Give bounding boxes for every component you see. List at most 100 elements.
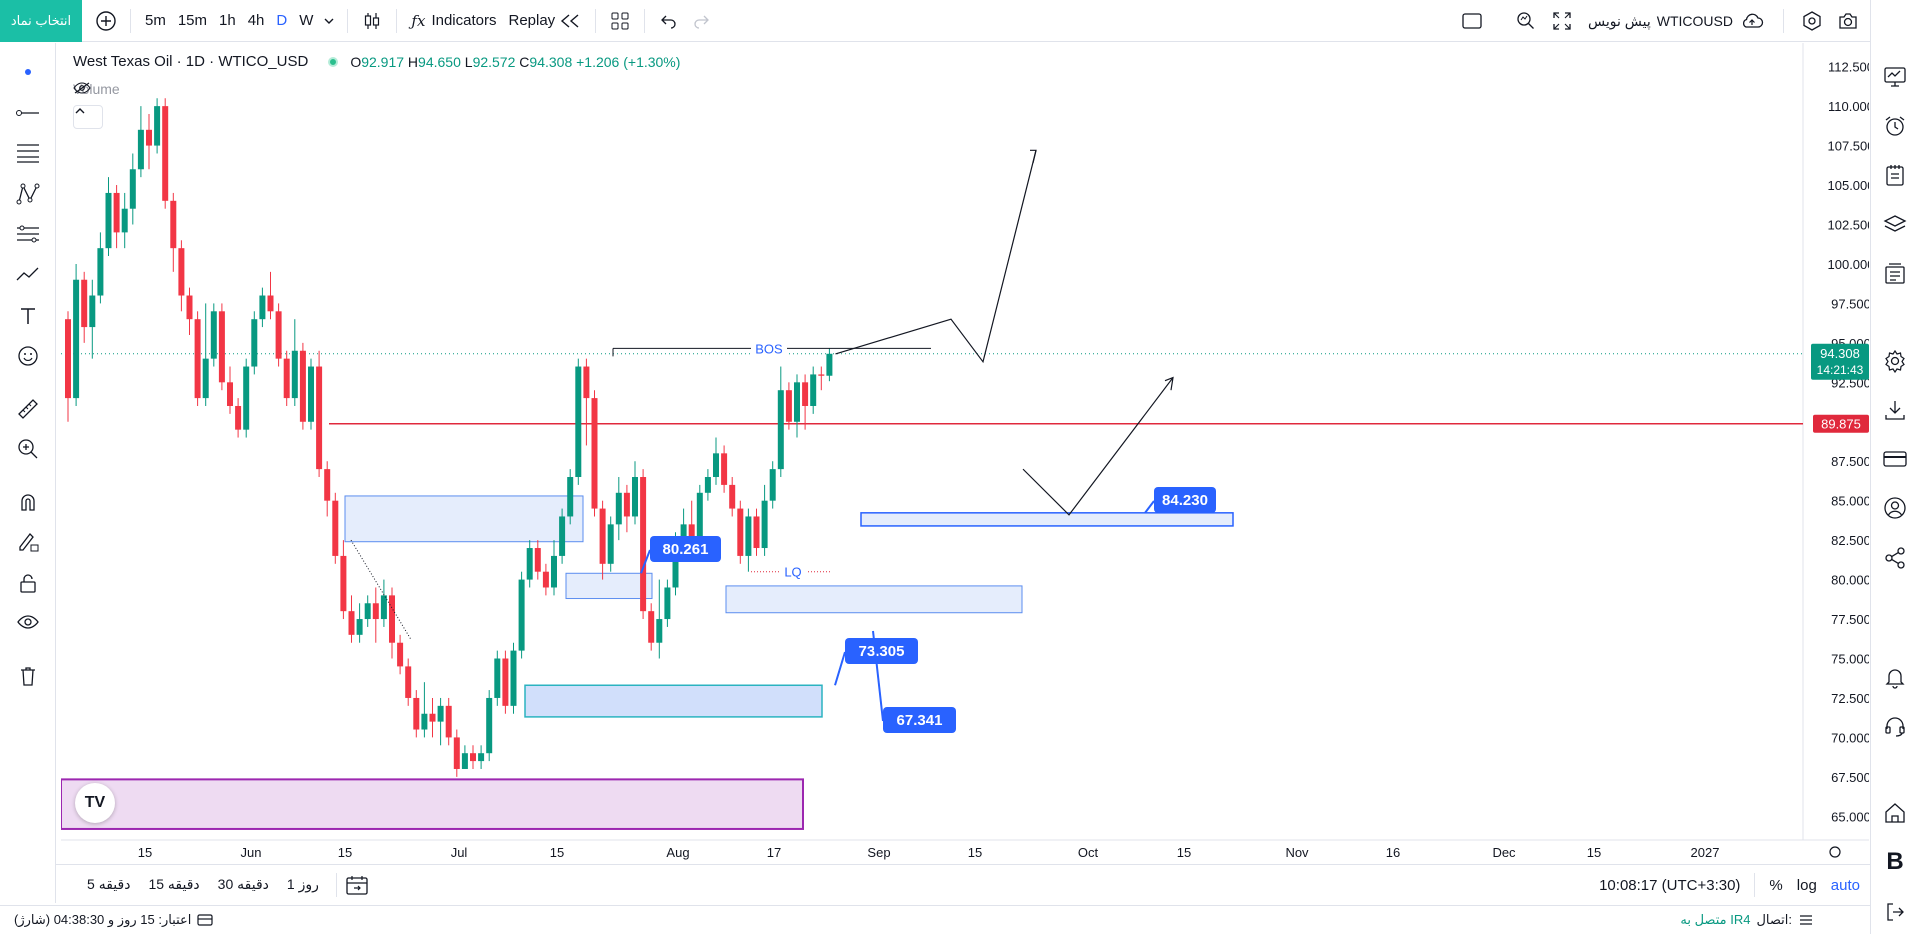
divider: [1754, 873, 1756, 897]
replay-button[interactable]: Replay: [502, 5, 587, 37]
card-icon[interactable]: [1879, 443, 1911, 475]
zoom-in-icon[interactable]: [12, 433, 44, 465]
chart-canvas[interactable]: 112.500 110.000 107.500 105.000 102.500 100.0…: [61, 43, 1869, 863]
indicators-button[interactable]: ƒx Indicators: [405, 5, 502, 37]
pattern-icon[interactable]: [12, 178, 44, 210]
replay-icon: [561, 13, 579, 28]
date-range-icon[interactable]: [345, 874, 369, 896]
range-5-min[interactable]: 5 دقیقه: [87, 876, 131, 892]
chevron-down-icon[interactable]: [319, 5, 339, 37]
forecast-icon[interactable]: [12, 259, 44, 291]
candle-body: [810, 374, 817, 406]
clock[interactable]: 10:08:17 (UTC+3:30): [1599, 876, 1741, 894]
layouts-icon[interactable]: [604, 5, 636, 37]
time-tick-label: 17: [767, 845, 781, 860]
wallet-icon[interactable]: [197, 913, 214, 927]
trash-icon[interactable]: [12, 660, 44, 692]
candle-body: [429, 713, 436, 722]
emoji-icon[interactable]: [12, 340, 44, 372]
settings-icon[interactable]: [1879, 345, 1911, 377]
replay-label: Replay: [508, 12, 556, 29]
projection-icon[interactable]: [12, 218, 44, 250]
expand-icon[interactable]: [1546, 5, 1578, 37]
fib-lines-icon[interactable]: [12, 137, 44, 169]
percent-toggle[interactable]: %: [1769, 876, 1783, 894]
candle-body: [559, 516, 566, 556]
candle-body: [81, 279, 88, 328]
connection-list-icon[interactable]: [1798, 913, 1814, 927]
time-tick-label: 15: [1177, 845, 1191, 860]
alt-projection-arrowhead: [1164, 376, 1174, 391]
home-icon[interactable]: [1879, 797, 1911, 829]
candle-body: [227, 382, 233, 406]
exit-icon[interactable]: [1879, 896, 1911, 928]
notes-icon[interactable]: [1879, 159, 1911, 191]
alarm-icon[interactable]: [1879, 110, 1911, 142]
interval-d[interactable]: D: [276, 12, 288, 29]
price-tick-label: 77.500: [1831, 612, 1869, 627]
tradingview-logo[interactable]: TV: [75, 783, 115, 823]
candle-body: [267, 295, 274, 312]
broker-b-icon[interactable]: B: [1886, 848, 1904, 875]
time-tick-label: 15: [550, 845, 564, 860]
news-icon[interactable]: [1879, 258, 1911, 290]
interval-15m[interactable]: 15m: [177, 12, 208, 29]
bell-icon[interactable]: [1879, 661, 1911, 693]
candle-body: [170, 200, 177, 249]
redo-icon[interactable]: [685, 5, 717, 37]
symbol-search-button[interactable]: انتخاب نماد: [0, 0, 82, 42]
credit-text: اعتبار: 15 روز و 04:38:30 (شارژ): [14, 912, 192, 927]
camera-icon[interactable]: [1832, 5, 1864, 37]
divider: [396, 8, 398, 33]
candle-body: [364, 603, 371, 620]
eye-icon[interactable]: [12, 607, 44, 639]
candle-body: [745, 516, 752, 556]
log-toggle[interactable]: log: [1796, 876, 1817, 894]
profile-icon[interactable]: [1879, 492, 1911, 524]
range-30-min[interactable]: 30 دقیقه: [217, 876, 269, 892]
supply-zone-box: [344, 495, 584, 543]
watchlist-icon[interactable]: [1879, 61, 1911, 93]
candle-body: [316, 366, 323, 470]
ruler-icon[interactable]: [12, 393, 44, 425]
candle-body: [186, 295, 193, 320]
cursor-dot-icon[interactable]: [12, 56, 44, 88]
settings-hex-icon[interactable]: [1796, 5, 1828, 37]
interval-5m[interactable]: 5m: [145, 12, 166, 29]
auto-toggle[interactable]: auto: [1830, 876, 1860, 894]
share-icon[interactable]: [1879, 542, 1911, 574]
range-1-day[interactable]: 1 روز: [286, 876, 319, 892]
download-icon[interactable]: [1879, 394, 1911, 426]
range-15-min[interactable]: 15 دقیقه: [148, 876, 200, 892]
divider: [335, 872, 337, 897]
candle-body: [648, 611, 655, 643]
candle-body: [664, 587, 671, 620]
legend-title[interactable]: West Texas Oil · 1D · WTICO_USD: [73, 53, 309, 70]
layers-icon[interactable]: [1879, 209, 1911, 241]
interval-w[interactable]: W: [299, 12, 314, 29]
trend-line-icon[interactable]: [12, 97, 44, 129]
layout-name[interactable]: پیش نویس WTICOUSD: [1582, 5, 1771, 37]
candles-icon[interactable]: [356, 5, 388, 37]
price-tick-label: 105.000: [1828, 178, 1870, 193]
undo-icon[interactable]: [653, 5, 685, 37]
eye-hidden-icon[interactable]: [73, 81, 91, 95]
draw-lock-icon[interactable]: [12, 526, 44, 558]
collapse-legend-button[interactable]: [73, 105, 103, 129]
candle-body: [826, 353, 833, 376]
market-status-icon[interactable]: [328, 56, 339, 67]
fullscreen-window-icon[interactable]: [1456, 5, 1488, 37]
magnet-icon[interactable]: [12, 486, 44, 518]
add-symbol-icon[interactable]: [90, 5, 122, 37]
countdown-label: 14:21:43: [1817, 363, 1864, 377]
lock-icon[interactable]: [12, 567, 44, 599]
candle-body: [291, 350, 298, 399]
headset-icon[interactable]: [1879, 710, 1911, 742]
candle-body: [437, 705, 444, 722]
interval-1h[interactable]: 1h: [219, 12, 236, 29]
price-chart[interactable]: 112.500 110.000 107.500 105.000 102.500 100.0…: [61, 43, 1869, 863]
quick-search-icon[interactable]: [1510, 5, 1542, 37]
text-icon[interactable]: [12, 300, 44, 332]
interval-4h[interactable]: 4h: [247, 12, 265, 29]
lq-zone-box: [725, 585, 1023, 614]
